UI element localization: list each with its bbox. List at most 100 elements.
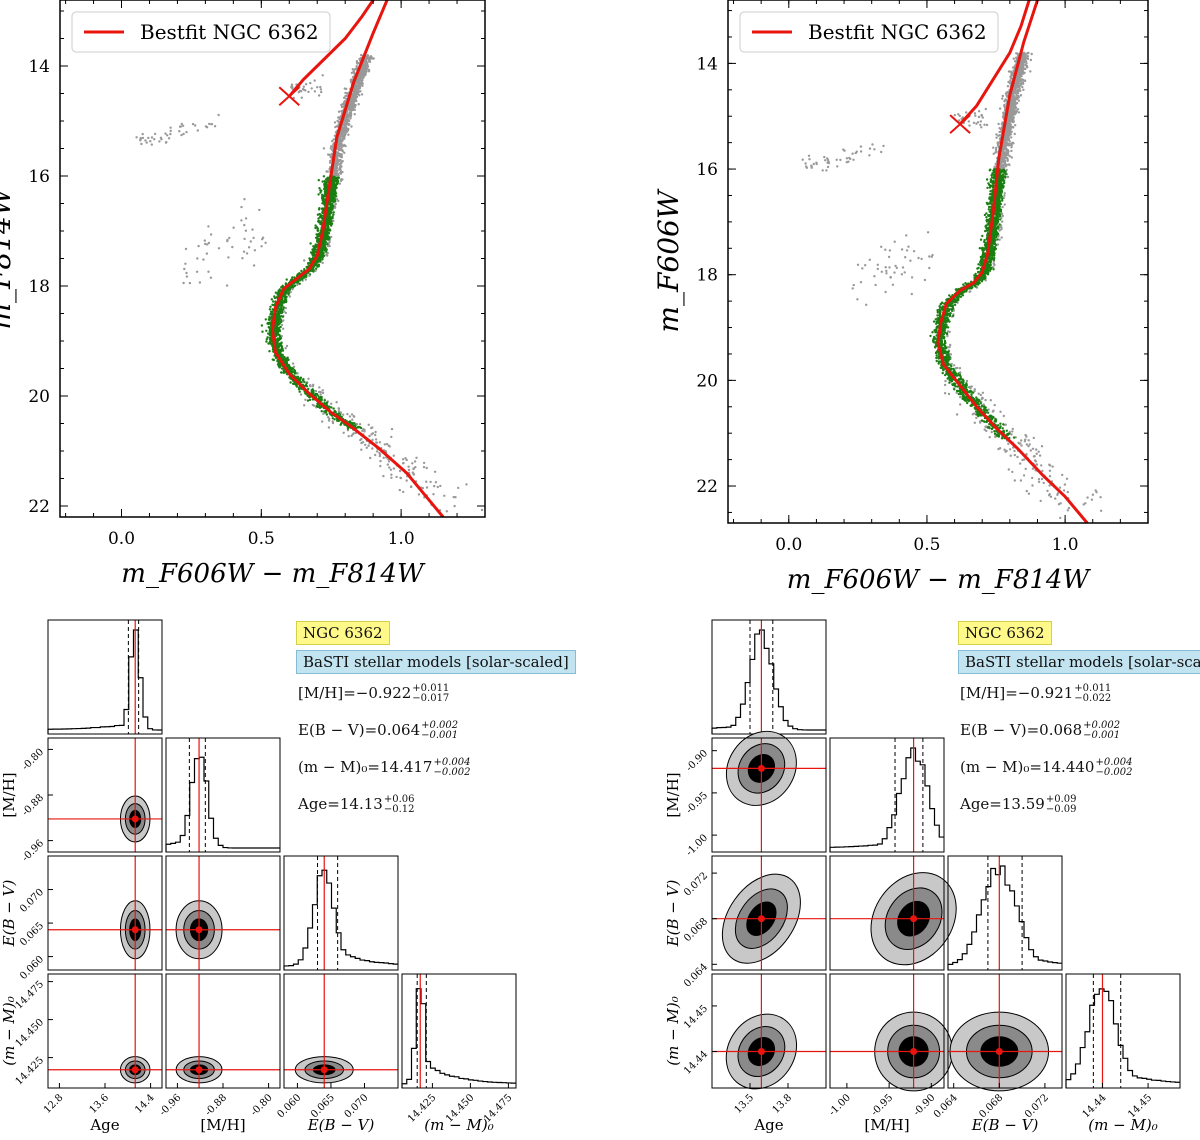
bss-star <box>202 258 205 261</box>
field-star <box>363 63 366 67</box>
field-star <box>322 412 325 415</box>
field-star <box>367 69 371 72</box>
fit-star <box>286 357 289 361</box>
field-star <box>386 463 389 466</box>
fit-star <box>946 326 950 329</box>
field-star <box>361 441 365 444</box>
field-star <box>337 110 341 113</box>
field-star <box>364 60 367 63</box>
field-star <box>1030 52 1033 56</box>
bss-star <box>203 239 206 242</box>
fit-star <box>278 362 282 366</box>
fit-star <box>280 371 283 374</box>
field-star <box>330 145 333 148</box>
field-star <box>1016 108 1020 111</box>
field-star <box>992 266 995 269</box>
field-star <box>412 467 415 471</box>
field-star <box>390 435 393 439</box>
fit-star <box>326 219 329 223</box>
bss-star <box>197 244 200 248</box>
field-star <box>342 96 346 100</box>
hb-star <box>194 124 197 127</box>
fit-star <box>277 352 281 355</box>
field-star <box>282 319 285 322</box>
field-star <box>357 74 360 78</box>
field-star <box>375 450 379 453</box>
fit-star <box>356 426 359 429</box>
field-star <box>445 510 448 513</box>
field-star <box>357 78 360 81</box>
bss-star <box>196 257 199 260</box>
field-star <box>1058 486 1062 489</box>
fit-star <box>291 276 294 279</box>
field-star <box>339 411 342 414</box>
field-star <box>955 391 958 394</box>
fit-star <box>321 193 324 197</box>
x-axis-label: m_F606W − m_F814W <box>121 559 426 589</box>
fit-star <box>319 258 322 262</box>
field-star <box>1013 453 1016 457</box>
field-star <box>392 467 396 470</box>
field-star <box>308 384 312 387</box>
hb-star <box>164 132 167 135</box>
field-star <box>992 152 995 155</box>
field-star <box>336 172 340 176</box>
fit-star <box>323 402 326 405</box>
field-star <box>342 136 346 140</box>
fit-star <box>323 399 326 402</box>
fit-star <box>280 286 283 289</box>
fit-star <box>308 398 312 402</box>
fit-star <box>308 257 311 260</box>
field-star <box>1054 497 1057 500</box>
field-star <box>345 97 348 100</box>
field-star <box>337 149 341 152</box>
hb-star <box>147 136 150 140</box>
fit-star <box>325 233 328 236</box>
hb-star <box>316 86 319 89</box>
field-star <box>289 290 292 294</box>
fit-star <box>277 328 280 331</box>
field-star <box>1031 467 1035 470</box>
fit-star <box>330 199 334 203</box>
field-star <box>311 403 314 407</box>
field-star <box>356 90 359 93</box>
field-star <box>354 103 357 107</box>
field-star <box>433 484 436 488</box>
fit-star <box>270 310 274 314</box>
bss-star <box>252 236 255 240</box>
field-star <box>325 253 328 256</box>
field-star <box>999 410 1002 413</box>
fit-star <box>269 342 272 345</box>
bss-star <box>182 281 185 285</box>
fit-star <box>325 250 328 253</box>
hb-star <box>319 88 323 91</box>
field-star <box>368 60 372 63</box>
bss-star <box>228 236 231 240</box>
fit-star <box>287 365 291 368</box>
fit-star <box>332 407 335 410</box>
field-star <box>296 372 299 375</box>
field-star <box>995 146 998 150</box>
field-star <box>343 133 346 137</box>
fit-star <box>319 214 323 217</box>
field-star <box>351 433 354 436</box>
field-star <box>284 311 288 315</box>
field-star <box>1063 483 1067 486</box>
field-star <box>327 419 331 422</box>
field-star <box>353 113 356 116</box>
fit-star <box>330 204 333 207</box>
field-star <box>385 442 389 446</box>
field-star <box>350 71 354 75</box>
field-star <box>1020 439 1023 442</box>
fit-star <box>268 337 271 340</box>
bss-star <box>204 242 207 246</box>
field-star <box>330 235 333 239</box>
fit-star <box>315 404 318 408</box>
field-star <box>1024 467 1027 471</box>
fit-star <box>310 389 313 392</box>
field-star <box>399 476 402 479</box>
y-tick-label: 22 <box>28 497 50 517</box>
fit-star <box>274 291 278 294</box>
field-star <box>1009 454 1012 457</box>
field-star <box>1010 136 1013 139</box>
